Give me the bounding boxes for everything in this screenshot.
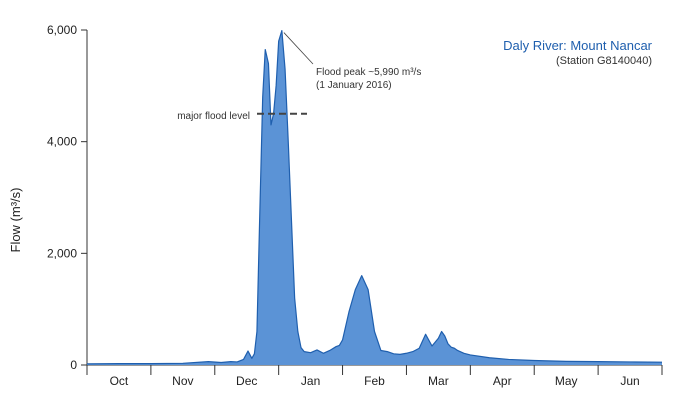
x-tick-label: Dec (236, 374, 257, 388)
flood-level-label: major flood level (177, 111, 250, 122)
chart-subtitle: (Station G8140040) (556, 55, 652, 67)
x-tick-label: Apr (493, 374, 512, 388)
y-axis: 0 2,000 4,000 6,000 (47, 23, 88, 372)
y-tick-label: 4,000 (47, 135, 77, 149)
x-tick-label: May (555, 374, 578, 388)
x-tick-label: Feb (364, 374, 385, 388)
peak-annotation-line2: (1 January 2016) (316, 80, 392, 91)
peak-annotation-leader (283, 32, 314, 65)
peak-annotation-line1: Flood peak ~5,990 m³/s (316, 67, 421, 78)
y-tick-label: 6,000 (47, 23, 77, 37)
x-tick-label: Jun (620, 374, 639, 388)
chart-title: Daly River: Mount Nancar (503, 38, 652, 53)
x-tick-label: Mar (428, 374, 449, 388)
x-axis: Oct Nov Dec Jan Feb Mar Apr May Jun (86, 364, 663, 388)
x-tick-label: Oct (110, 374, 129, 388)
x-tick-label: Jan (301, 374, 320, 388)
y-tick-label: 0 (70, 358, 77, 372)
y-tick-label: 2,000 (47, 246, 77, 260)
flow-line (86, 29, 663, 365)
y-axis-label: Flow (m³/s) (8, 188, 23, 253)
x-tick-label: Nov (172, 374, 193, 388)
plot-area (86, 29, 663, 366)
